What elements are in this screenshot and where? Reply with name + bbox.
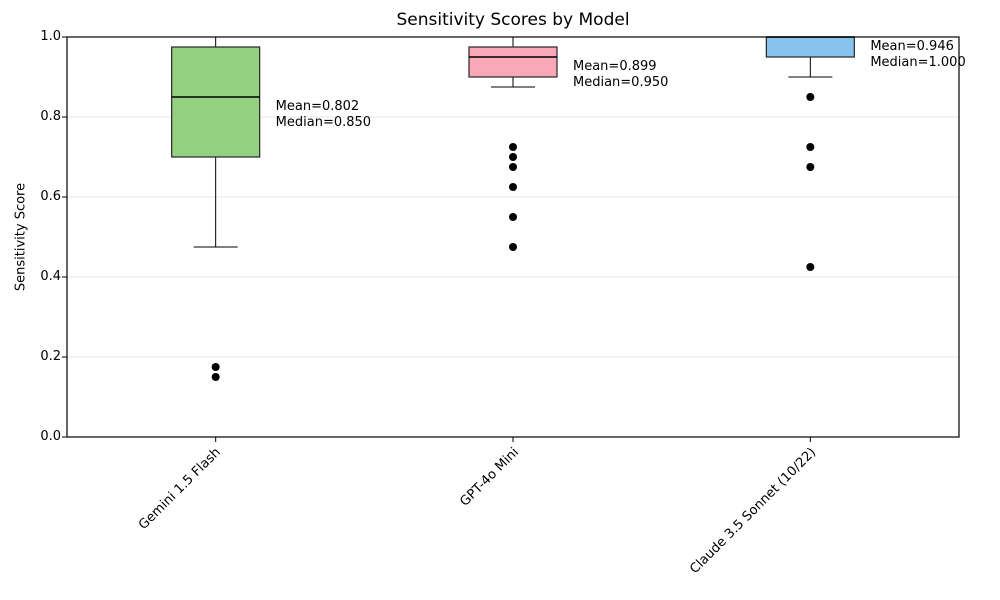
y-tick-label: 0.8: [40, 109, 61, 124]
box: [171, 46, 261, 158]
outlier-point: [509, 213, 517, 221]
box: [765, 36, 855, 58]
outlier-point: [509, 183, 517, 191]
stats-annotation: Mean=0.802 Median=0.850: [275, 99, 372, 130]
y-tick-label: 0.6: [40, 189, 61, 204]
outlier-point: [509, 143, 517, 151]
stats-annotation: Mean=0.946 Median=1.000: [870, 39, 966, 70]
outlier-point: [806, 143, 815, 151]
outlier-point: [806, 93, 815, 101]
y-tick-label: 1.0: [40, 29, 61, 44]
outlier-point: [211, 373, 220, 381]
outlier-point: [509, 243, 517, 251]
outlier-point: [806, 163, 815, 171]
outlier-point: [211, 363, 220, 371]
box: [468, 46, 558, 78]
outlier-point: [509, 153, 517, 161]
y-tick-label: 0.2: [40, 349, 61, 364]
y-tick-label: 0.0: [40, 429, 61, 444]
chart-title: Sensitivity Scores by Model: [396, 10, 630, 30]
outlier-point: [509, 163, 517, 171]
outlier-point: [806, 263, 815, 271]
y-tick-label: 0.4: [40, 269, 61, 284]
plot-border: [66, 36, 960, 438]
stats-annotation: Mean=0.899 Median=0.950: [573, 59, 669, 90]
